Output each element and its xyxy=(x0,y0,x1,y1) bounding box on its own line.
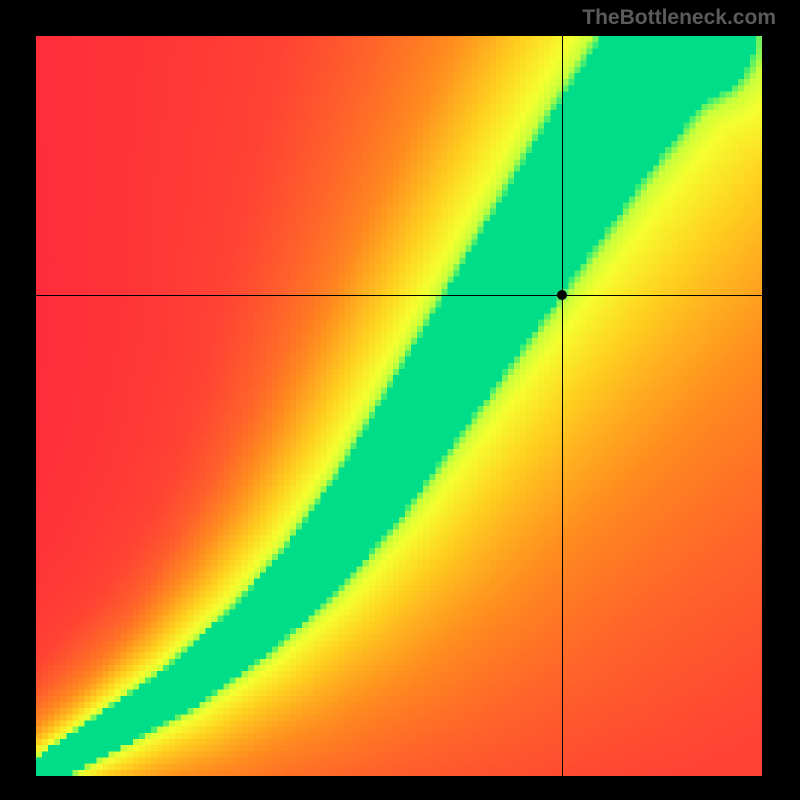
crosshair-vertical xyxy=(562,36,563,776)
chart-container: TheBottleneck.com xyxy=(0,0,800,800)
crosshair-horizontal xyxy=(36,295,762,296)
bottleneck-heatmap xyxy=(36,36,762,776)
watermark-text: TheBottleneck.com xyxy=(582,6,776,30)
